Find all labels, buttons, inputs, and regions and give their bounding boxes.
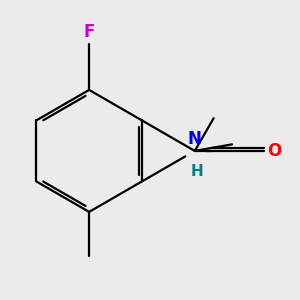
Text: N: N xyxy=(188,130,202,148)
Text: H: H xyxy=(191,164,204,179)
Text: F: F xyxy=(83,22,95,40)
Text: O: O xyxy=(267,142,282,160)
